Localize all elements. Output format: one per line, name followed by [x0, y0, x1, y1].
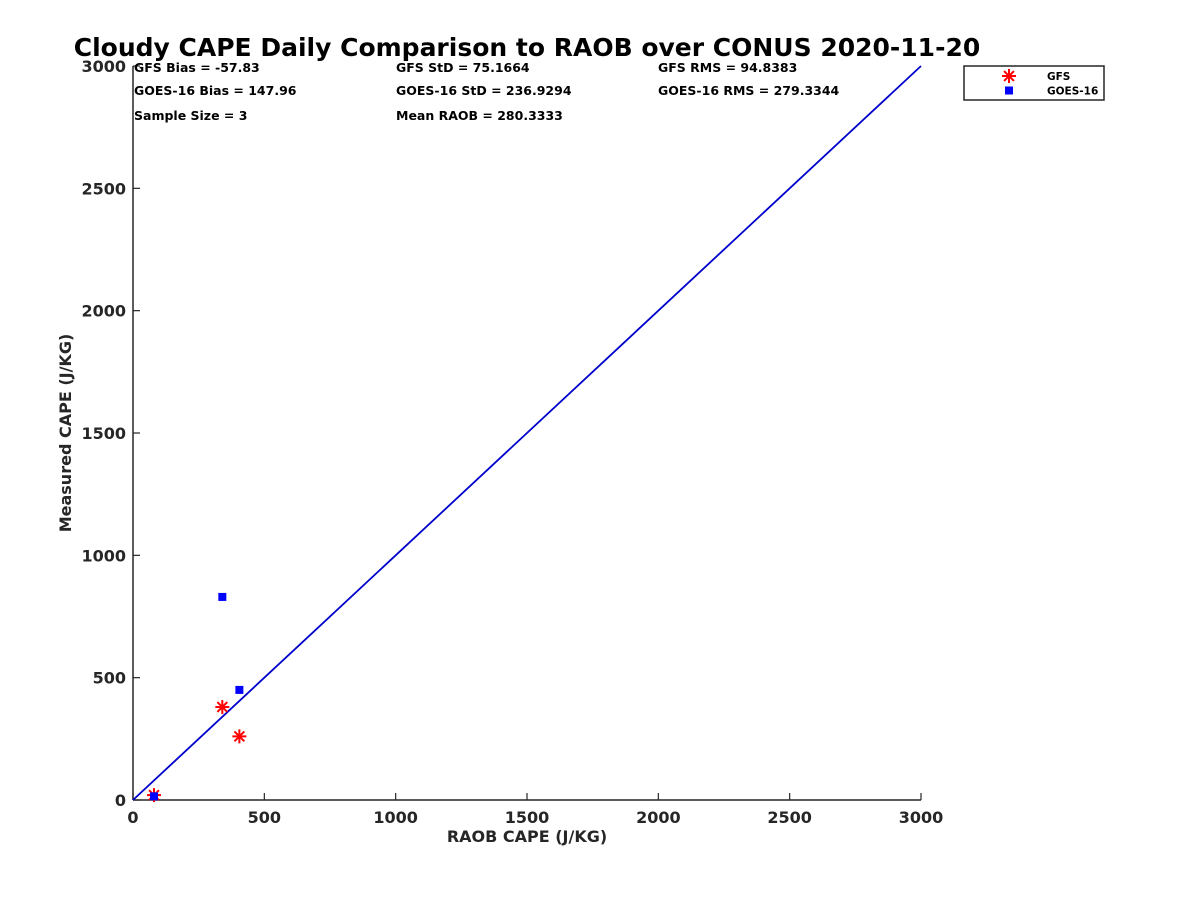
stat-text: Sample Size = 3	[134, 108, 247, 123]
y-tick-label: 1500	[81, 424, 126, 443]
x-tick-label: 1500	[505, 808, 550, 827]
legend-gfs-marker	[1002, 69, 1016, 83]
x-tick-label: 3000	[899, 808, 944, 827]
x-tick-label: 0	[127, 808, 138, 827]
legend-box	[963, 65, 1105, 101]
y-tick-label: 500	[93, 669, 126, 688]
y-tick-label: 0	[115, 791, 126, 810]
chart-title: Cloudy CAPE Daily Comparison to RAOB ove…	[74, 33, 980, 62]
gfs-point	[215, 700, 230, 715]
y-tick-label: 1000	[81, 546, 126, 565]
goes16-point	[150, 792, 159, 801]
x-tick-label: 1000	[373, 808, 418, 827]
x-tick-label: 2500	[767, 808, 812, 827]
y-ticks: 0 500 1000 1500 2000 2500 3000	[81, 57, 140, 810]
stat-text: GFS RMS = 94.8383	[658, 60, 797, 75]
legend-goes16-marker	[1005, 86, 1013, 95]
goes16-point	[218, 592, 227, 601]
stat-text: GFS Bias = -57.83	[134, 60, 260, 75]
x-tick-label: 500	[248, 808, 281, 827]
data-points	[147, 592, 247, 803]
legend-label: GOES-16	[1047, 86, 1098, 98]
goes16-point	[235, 685, 244, 694]
y-tick-label: 2500	[81, 179, 126, 198]
stat-text: GOES-16 RMS = 279.3344	[658, 83, 840, 98]
legend: GFS GOES-16	[963, 65, 1105, 101]
stat-text: GOES-16 Bias = 147.96	[134, 83, 297, 98]
y-axis-label: Measured CAPE (J/KG)	[56, 334, 75, 533]
legend-label: GFS	[1047, 71, 1070, 83]
stat-text: GFS StD = 75.1664	[396, 60, 530, 75]
one-to-one-reference-line	[132, 65, 922, 801]
x-ticks: 0 500 1000 1500 2000 2500 3000	[127, 793, 943, 827]
stat-text: GOES-16 StD = 236.9294	[396, 83, 572, 98]
y-tick-label: 2000	[81, 302, 126, 321]
stat-text: Mean RAOB = 280.3333	[396, 108, 563, 123]
x-tick-label: 2000	[636, 808, 681, 827]
statistics-block: GFS Bias = -57.83 GFS StD = 75.1664 GFS RM…	[134, 60, 840, 123]
gfs-point	[232, 729, 247, 744]
y-tick-label: 3000	[81, 57, 126, 76]
x-axis-label: RAOB CAPE (J/KG)	[447, 827, 607, 846]
